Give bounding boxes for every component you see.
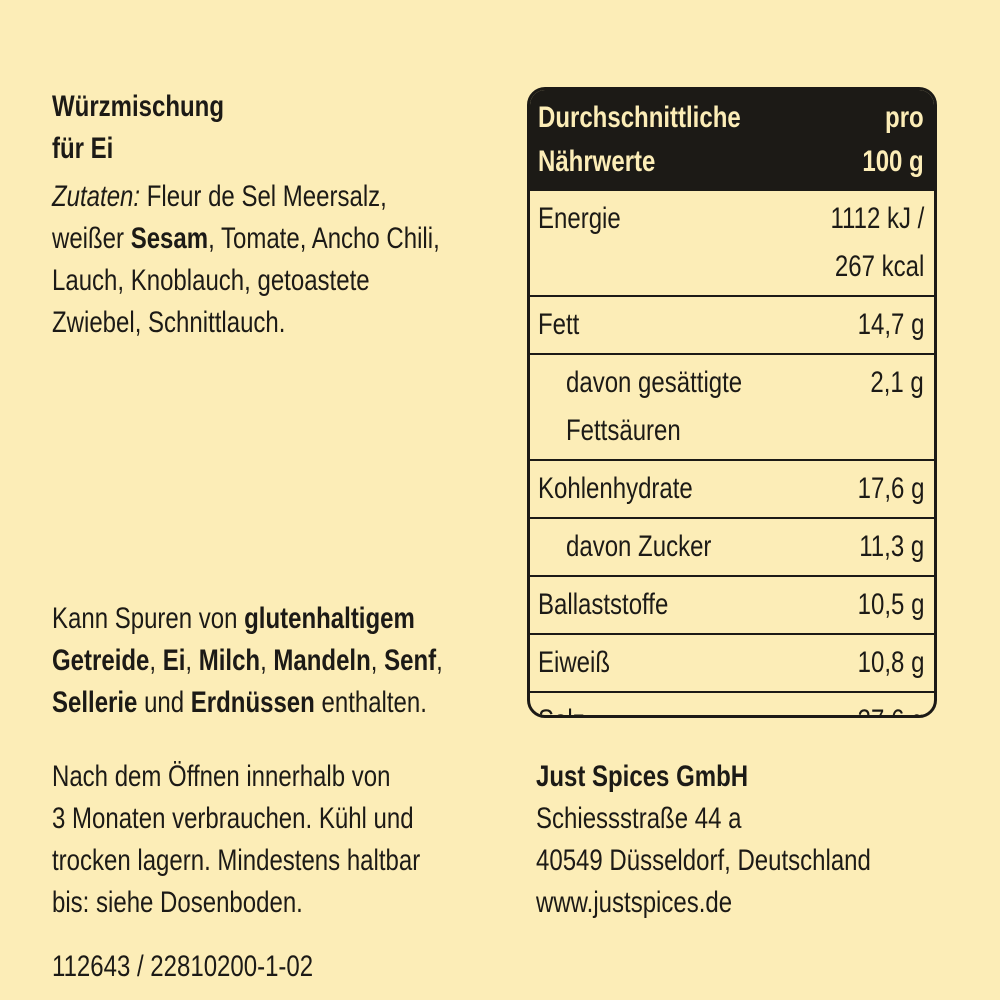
row-label: davon gesättigte Fettsäuren [538,359,786,455]
text-segment: enthalten. [314,686,427,719]
value-line: 14,7 g [857,308,924,341]
label-line: Salz [538,697,585,715]
row-label: Durchschnittliche Nährwerte [538,96,791,185]
row-value: 17,6 g [841,465,924,513]
table-row: Eiweiß 10,8 g [530,633,934,691]
value-line: pro [885,101,924,134]
row-value: 10,5 g [841,581,924,629]
company-line: www.justspices.de [536,886,733,919]
text-segment: Fleur de Sel Meersalz, [140,180,387,213]
title-line: für Ei [52,132,114,165]
text-segment: Sellerie [52,686,138,719]
text-segment: Senf [384,644,437,677]
label-line: Fettsäuren [566,414,681,447]
label-line: Durchschnittliche [538,101,741,134]
row-label: Ballaststoffe [538,581,701,629]
text-segment: , Tomate, Ancho Chili, [208,222,440,255]
row-value: 37,6 g [841,697,924,715]
value-line: 11,3 g [859,530,924,563]
text-line: Kann Spuren von glutenhaltigem [52,598,443,640]
text-segment: Mandeln [273,644,371,677]
text-line: Lauch, Knoblauch, getoastete [52,260,440,302]
text-segment: Getreide [52,644,150,677]
company: Just Spices GmbH Schiessstraße 44 a 40549 … [536,756,955,924]
company-name: Just Spices GmbH [536,760,749,793]
label-line: Ballaststoffe [538,588,669,621]
label-line: davon Zucker [566,530,712,563]
storage-line: Nach dem Öffnen innerhalb von [52,760,391,793]
row-label: Kohlenhydrate [538,465,731,513]
value-line: 267 kcal [834,250,924,283]
company-line: Schiessstraße 44 a [536,802,742,835]
label-line: Nährwerte [538,145,656,178]
text-line: Getreide, Ei, Milch, Mandeln, Senf, [52,640,443,682]
allergens: Kann Spuren von glutenhaltigem Getreide, … [52,598,540,724]
text-segment: , [149,644,163,677]
row-label: Salz [538,697,596,715]
table-row: Ballaststoffe 10,5 g [530,575,934,633]
storage-line: 3 Monaten verbrauchen. Kühl und [52,802,414,835]
row-value: 1112 kJ / 267 kcal [807,195,924,291]
value-line: 2,1 g [870,366,924,399]
text-segment: weißer [52,222,131,255]
text-segment: und [137,686,191,719]
row-value: 11,3 g [843,523,924,571]
text-segment: Milch [198,644,261,677]
label-line: Energie [538,202,621,235]
text-segment: Lauch, Knoblauch, getoastete [52,264,370,297]
label-line: Eiweiß [538,646,611,679]
title-line: Würzmischung [52,90,224,123]
row-label: davon Zucker [538,523,748,571]
text-segment: Ei [162,644,186,677]
table-row: davon Zucker 11,3 g [530,517,934,575]
code-wrap: 112643 / 22810200-1-02 [52,946,378,988]
row-value: 2,1 g [857,359,924,455]
row-value: 10,8 g [841,639,924,687]
text-line: weißer Sesam, Tomate, Ancho Chili, [52,218,440,260]
text-segment: , [436,644,443,677]
value-line: 17,6 g [857,472,924,505]
table-row: Salz 37,6 g [530,691,934,715]
product-title: Würzmischung für Ei [52,86,267,170]
text-segment: Sesam [130,222,209,255]
value-line: 37,6 g [857,697,924,715]
table-header: Durchschnittliche Nährwerte pro 100 g [530,90,934,189]
value-line: 10,5 g [857,588,924,621]
label-line: davon gesättigte [566,366,743,399]
storage-line: trocken lagern. Mindestens haltbar [52,844,421,877]
storage-line: bis: siehe Dosenboden. [52,886,303,919]
table-row: Energie 1112 kJ / 267 kcal [530,189,934,295]
row-label: Fett [538,301,590,349]
storage: Nach dem Öffnen innerhalb von 3 Monaten v… [52,756,512,924]
row-label: Eiweiß [538,639,628,687]
row-label: Energie [538,195,641,291]
product-code: 112643 / 22810200-1-02 [52,950,314,983]
ingredients: Zutaten: Fleur de Sel Meersalz, weißer Se… [52,176,537,344]
value-line: 1112 kJ / [830,202,924,235]
text-segment: Erdnüssen [190,686,315,719]
value-line: 100 g [862,145,924,178]
text-segment: Kann Spuren von [52,602,245,635]
table-row: Fett 14,7 g [530,295,934,353]
text-segment: , [185,644,199,677]
text-segment: glutenhaltigem [244,602,415,635]
text-line: Zwiebel, Schnittlauch. [52,302,440,344]
text-segment: , [260,644,274,677]
row-value: 14,7 g [841,301,924,349]
text-segment: Zutaten: [52,180,141,213]
text-line: Sellerie und Erdnüssen enthalten. [52,682,443,724]
label-line: Kohlenhydrate [538,472,693,505]
row-value: pro 100 g [847,96,924,185]
table-row: davon gesättigte Fettsäuren 2,1 g [530,353,934,459]
text-segment: Zwiebel, Schnittlauch. [52,306,286,339]
value-line: 10,8 g [857,646,924,679]
label-line: Fett [538,308,580,341]
text-line: Zutaten: Fleur de Sel Meersalz, [52,176,440,218]
company-line: 40549 Düsseldorf, Deutschland [536,844,871,877]
text-segment: , [370,644,385,677]
nutrition-table: Durchschnittliche Nährwerte pro 100 g Energi… [527,87,937,718]
table-row: Kohlenhydrate 17,6 g [530,459,934,517]
